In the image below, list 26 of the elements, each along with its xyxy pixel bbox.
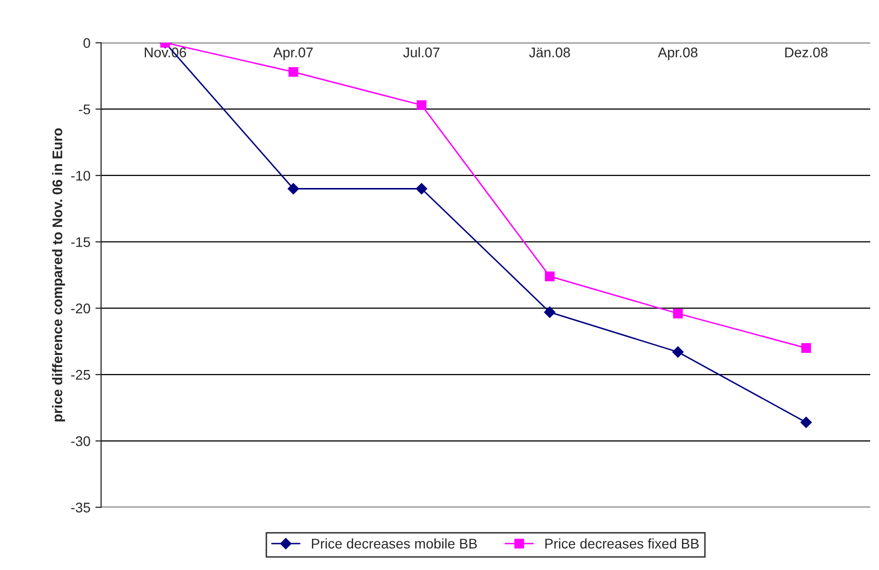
point — [416, 183, 428, 194]
y-tick-label: -35 — [71, 502, 90, 512]
y-tick-label: -20 — [71, 304, 90, 314]
point — [801, 343, 811, 353]
x-tick-label: Jul.07 — [403, 47, 440, 58]
y-axis-title: price difference compared to Nov. 06 in Euro — [52, 128, 66, 422]
legend-label: Price decreases fixed BB — [545, 538, 699, 549]
point — [800, 416, 812, 428]
x-tick-label: Apr.08 — [658, 48, 698, 60]
x-tick-label: Dez.08 — [785, 48, 828, 58]
point — [672, 346, 684, 358]
point — [288, 67, 298, 77]
y-tick-label: -15 — [71, 237, 90, 248]
x-tick-label: Apr.07 — [273, 48, 313, 60]
y-tick-label: -25 — [71, 370, 90, 380]
x-tick-label: Jän.08 — [529, 48, 570, 58]
point — [416, 100, 426, 110]
point — [544, 271, 555, 282]
point — [288, 183, 299, 194]
y-tick-label: -5 — [78, 104, 90, 114]
y-tick-label: -30 — [71, 436, 90, 446]
legend-label: Price decreases mobile BB — [312, 538, 477, 549]
point — [544, 306, 556, 318]
point — [673, 308, 683, 318]
y-tick-label: -10 — [71, 170, 90, 181]
y-tick-label: 0 — [83, 38, 90, 48]
